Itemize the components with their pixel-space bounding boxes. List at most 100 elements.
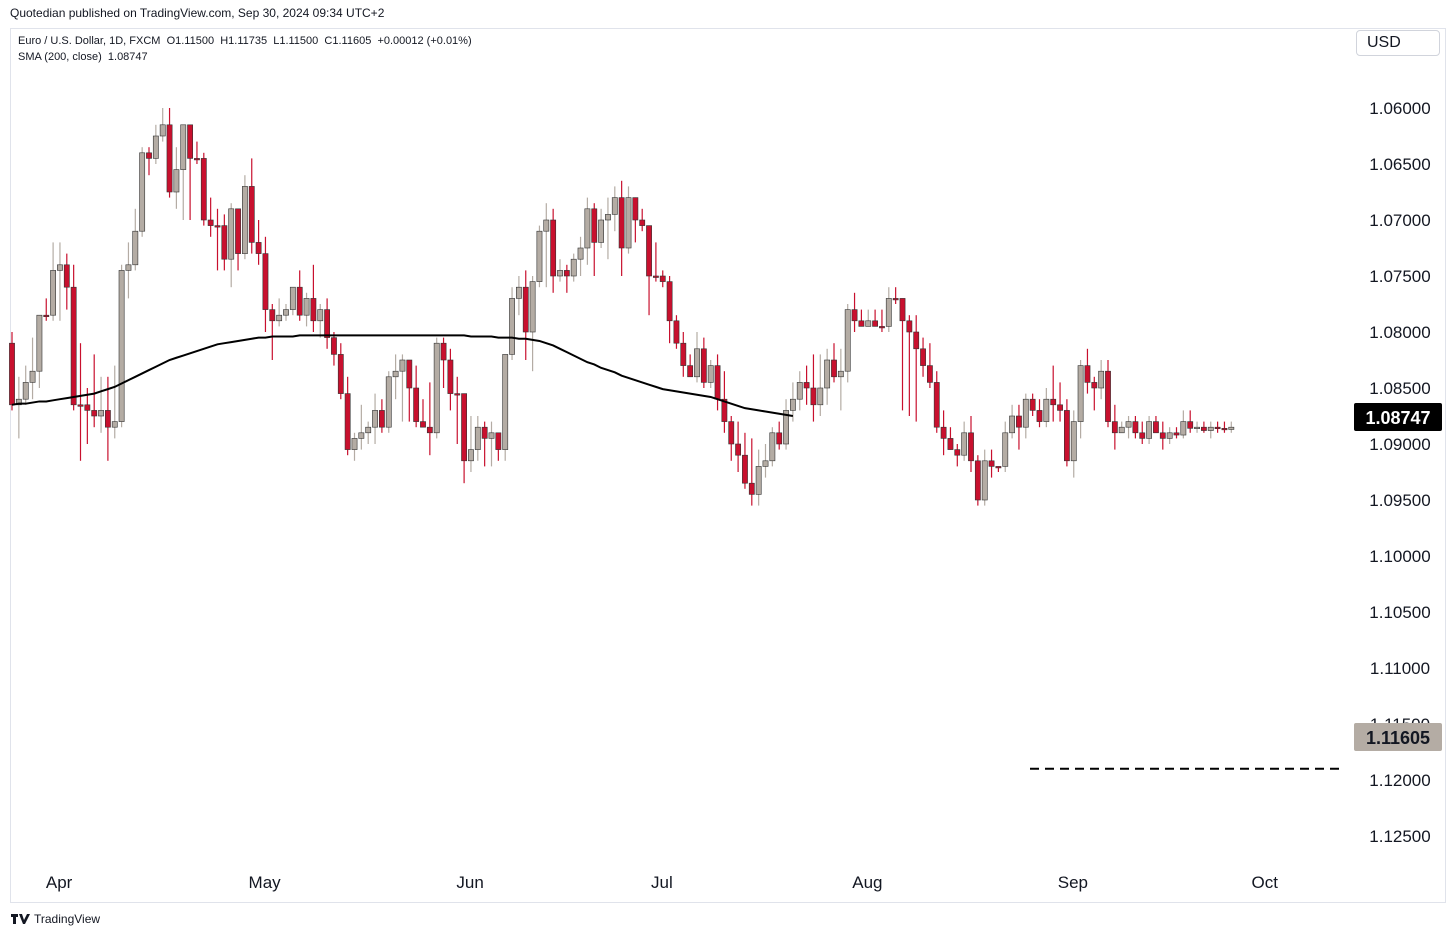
candle-body	[872, 320, 878, 327]
x-tick-label: Jul	[651, 873, 673, 892]
x-tick-label: May	[249, 873, 282, 892]
currency-button[interactable]: USD	[1356, 30, 1440, 56]
candle	[557, 259, 563, 282]
candle	[515, 276, 522, 316]
candle	[269, 304, 276, 360]
candle	[831, 343, 837, 383]
candle-body	[1159, 432, 1166, 439]
candle-body	[714, 365, 721, 400]
candle	[570, 253, 577, 282]
candle-body	[262, 253, 269, 310]
candle	[214, 208, 221, 271]
candle	[1173, 427, 1180, 439]
candle	[824, 348, 831, 405]
candle	[652, 242, 659, 282]
candle-body	[789, 398, 796, 411]
candle	[159, 108, 166, 142]
candle	[550, 208, 557, 293]
candle	[543, 203, 550, 288]
y-tick-label: 1.09000	[1369, 435, 1430, 454]
candle	[433, 337, 440, 439]
candle-body	[296, 286, 303, 316]
candle-body	[152, 135, 159, 159]
candle-body	[125, 264, 132, 271]
candle-body	[1043, 398, 1050, 422]
candle	[1132, 416, 1139, 439]
candle-body	[844, 309, 851, 372]
x-tick-label: Oct	[1251, 873, 1278, 892]
candle-body	[700, 348, 707, 383]
candle	[289, 286, 296, 316]
candle-body	[180, 124, 187, 170]
candle-body	[618, 197, 625, 249]
candle-body	[947, 438, 954, 450]
candle	[221, 214, 228, 271]
candle-body	[57, 264, 63, 271]
candle	[1214, 421, 1221, 433]
sma-row: SMA (200, close) 1.08747	[18, 49, 472, 65]
y-tick-label: 1.07000	[1369, 211, 1430, 230]
candle-body	[522, 286, 529, 333]
y-tick-label: 1.12000	[1369, 771, 1430, 790]
candle-body	[488, 432, 495, 439]
candle-body	[433, 342, 440, 434]
candle-body	[742, 454, 748, 484]
candle-body	[1146, 421, 1152, 439]
candle-body	[851, 309, 858, 322]
candle-body	[474, 426, 481, 450]
candle	[762, 444, 769, 478]
candle-body	[591, 208, 598, 243]
candle-body	[385, 376, 392, 428]
candle	[248, 158, 255, 254]
candle	[536, 225, 543, 288]
candle-body	[673, 320, 680, 344]
candle	[529, 276, 536, 372]
candle-body	[837, 370, 844, 378]
candle	[111, 365, 118, 439]
candle-body	[63, 264, 70, 288]
candle	[1207, 421, 1214, 439]
candle-body	[509, 298, 515, 355]
candle-body	[1201, 426, 1207, 431]
candle-body	[454, 393, 461, 396]
candle	[1105, 360, 1111, 428]
y-tick-label: 1.08500	[1369, 379, 1430, 398]
candle-body	[913, 331, 920, 350]
candle-body	[694, 348, 700, 378]
candle	[118, 264, 125, 428]
candle	[968, 416, 974, 472]
candle-body	[831, 359, 837, 378]
candle-body	[632, 197, 639, 221]
candle	[844, 304, 851, 383]
candle	[1194, 421, 1200, 433]
candle-body	[529, 281, 536, 333]
candle	[70, 264, 77, 411]
candle	[468, 416, 474, 472]
candle-body	[200, 158, 207, 221]
candle	[1201, 421, 1207, 433]
candle-body	[1214, 426, 1221, 430]
candles-layer	[9, 108, 1235, 506]
candle-body	[1207, 426, 1214, 431]
candle	[899, 298, 906, 411]
candle-body	[885, 298, 892, 327]
candle	[1153, 416, 1159, 434]
candle	[63, 253, 70, 310]
candle-body	[289, 286, 296, 310]
candle	[331, 332, 337, 366]
candle-body	[132, 230, 139, 266]
symbol-row: Euro / U.S. Dollar, 1D, FXCM O1.11500 H1…	[18, 33, 472, 49]
candle	[461, 393, 467, 484]
candle	[639, 208, 646, 232]
candle-body	[187, 124, 193, 159]
candle-body	[1187, 421, 1194, 429]
candle	[180, 124, 187, 220]
candle-body	[221, 225, 228, 260]
candle	[1009, 404, 1015, 439]
y-tick-label: 1.08000	[1369, 323, 1430, 342]
candle	[769, 427, 776, 467]
candle-body	[1029, 398, 1036, 411]
candle-body	[317, 309, 324, 322]
ohlc-open: O1.11500	[166, 35, 215, 47]
